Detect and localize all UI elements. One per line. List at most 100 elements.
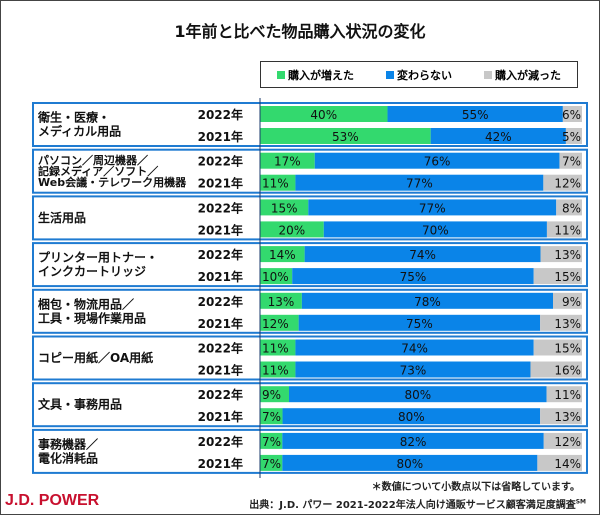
data-label: 42% [485, 130, 512, 144]
data-label: 7% [562, 155, 581, 169]
category-label: 記録メディア／ソフト／ [38, 164, 158, 178]
bar-segment [260, 454, 283, 471]
group-box [32, 148, 588, 194]
data-label: 77% [419, 201, 446, 215]
bar-segment [288, 386, 547, 403]
bar-segment [260, 408, 283, 425]
footnote: ＊数値について小数点以下は省略しています。 [371, 482, 580, 493]
category-label: 工具・現場作業用品 [38, 310, 146, 325]
group-box [32, 195, 588, 241]
data-label: 12% [554, 177, 581, 191]
data-label: 78% [414, 295, 441, 309]
bar-segment [537, 454, 582, 471]
bar-segment [260, 432, 283, 449]
data-label: 13% [554, 248, 581, 262]
category-label: パソコン／周辺機器／ [38, 153, 148, 167]
legend-label: 購入が減った [495, 68, 561, 82]
bar-segment [295, 339, 534, 356]
group-box [32, 242, 588, 288]
legend-label: 購入が増えた [288, 68, 354, 82]
year-label: 2022年 [198, 294, 243, 309]
data-label: 14% [554, 457, 581, 471]
category-label: 事務機器／ [38, 436, 98, 451]
data-label: 77% [406, 177, 433, 191]
legend-swatch-green [277, 70, 285, 79]
data-label: 11% [554, 223, 581, 237]
data-label: 80% [404, 388, 431, 402]
bar-segment [565, 128, 582, 144]
bar-segment [260, 128, 431, 144]
bar-segment [304, 246, 541, 263]
data-label: 75% [406, 317, 433, 331]
year-label: 2021年 [198, 222, 243, 237]
bar-segment [260, 339, 296, 356]
bar-segment [260, 106, 388, 122]
legend-swatch-blue [386, 70, 394, 79]
bar-segment [282, 432, 544, 449]
data-label: 15% [271, 201, 298, 215]
bar-segment [282, 454, 538, 471]
legend-label: 変わらない [397, 68, 452, 82]
legend-item-unchanged: 変わらない [386, 67, 452, 83]
bar-segment [308, 199, 557, 216]
source-text: 出典：J.D. パワー 2021-2022年法人向け通販サービス顧客満足度調査 [249, 500, 576, 511]
category-label: 生活用品 [38, 210, 86, 225]
group-box [32, 288, 588, 334]
year-label: 2021年 [198, 456, 243, 471]
category-label: 衛生・医療・ [37, 110, 110, 125]
category-label: コピー用紙／OA用紙 [38, 350, 153, 365]
year-label: 2022年 [198, 247, 243, 262]
bar-segment [260, 314, 299, 331]
data-label: 10% [262, 270, 289, 284]
data-label: 11% [554, 388, 581, 402]
year-label: 2022年 [198, 154, 243, 169]
year-label: 2022年 [198, 387, 243, 402]
source-sup: SM [575, 498, 586, 506]
bar-segment [540, 246, 582, 263]
year-label: 2022年 [198, 434, 243, 449]
group-box [32, 382, 588, 428]
category-label: Web会議・テレワーク用機器 [38, 175, 187, 189]
bar-segment [530, 361, 582, 378]
bar-segment [295, 174, 544, 191]
bar-segment [292, 268, 534, 285]
data-label: 73% [400, 364, 427, 378]
data-label: 7% [262, 435, 281, 449]
bar-segment [260, 361, 296, 378]
chart-title: 1年前と比べた物品購入状況の変化 [174, 22, 426, 41]
bar-segment [323, 221, 547, 238]
year-label: 2021年 [198, 363, 243, 378]
year-label: 2022年 [198, 341, 243, 356]
data-label: 7% [262, 457, 281, 471]
bar-segment [260, 199, 309, 216]
data-label: 16% [554, 364, 581, 378]
legend-swatch-gray [484, 70, 492, 79]
category-label: 梱包・物流用品／ [38, 296, 134, 311]
bar-segment [260, 386, 289, 403]
data-label: 12% [262, 317, 289, 331]
bar-segment [559, 152, 582, 169]
bar-segment [295, 361, 531, 378]
year-label: 2021年 [198, 409, 243, 424]
bar-segment [301, 292, 554, 309]
data-label: 80% [397, 457, 424, 471]
bar-segment [543, 174, 582, 191]
group-box [32, 428, 588, 474]
bar-segment [314, 152, 560, 169]
data-label: 53% [332, 130, 359, 144]
bar-segment [298, 314, 541, 331]
data-label: 15% [554, 270, 581, 284]
bar-segment [562, 106, 582, 122]
data-label: 11% [262, 364, 289, 378]
data-label: 74% [401, 342, 428, 356]
data-label: 7% [262, 410, 281, 424]
category-label: プリンター用トナー・ [38, 250, 158, 265]
jd-power-logo: J.D. POWER [5, 492, 100, 509]
year-label: 2021年 [198, 176, 243, 191]
group-box [32, 102, 588, 147]
data-label: 40% [310, 108, 337, 122]
legend-item-decreased: 購入が減った [484, 67, 561, 83]
data-label: 75% [400, 270, 427, 284]
bar-segment [533, 268, 582, 285]
